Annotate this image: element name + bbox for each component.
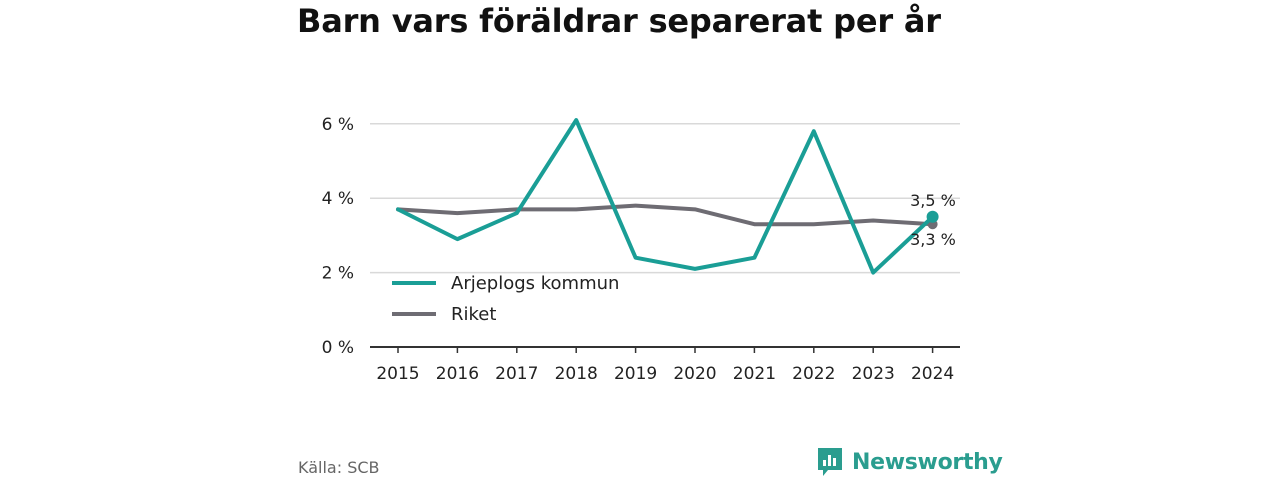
x-tick-label: 2017 (495, 364, 538, 384)
brand-logo: Newsworthy (816, 446, 1003, 478)
series-line (396, 118, 935, 275)
y-tick-label: 6 % (322, 115, 354, 135)
legend: Arjeplogs kommun Riket (392, 273, 619, 325)
grid-lines (370, 123, 960, 274)
legend-label: Riket (451, 304, 496, 325)
legend-label: Arjeplogs kommun (451, 273, 619, 294)
brand-name: Newsworthy (852, 449, 1003, 475)
chart-title: Barn vars föräldrar separerat per år (297, 2, 941, 40)
bar-chart-logo-icon (818, 448, 842, 476)
x-tick-label: 2019 (614, 364, 657, 384)
x-axis: 2015 2016 2017 2018 2019 2020 2021 2022 2023 2024 (370, 346, 960, 384)
x-tick-label: 2024 (911, 364, 954, 384)
x-tick-label: 2023 (852, 364, 895, 384)
line-chart: 0 % 2 % 4 % 6 % 2015 2016 2017 2018 2019 2020 202… (322, 115, 960, 384)
x-tick-label: 2022 (792, 364, 835, 384)
series-lines: 3,5 % 3,3 % (396, 118, 956, 275)
end-label: 3,5 % (910, 191, 956, 210)
series-line (396, 203, 935, 227)
series-end-point (926, 210, 939, 223)
y-tick-label: 0 % (322, 338, 354, 358)
y-tick-label: 4 % (322, 189, 354, 209)
x-tick-label: 2016 (436, 364, 479, 384)
y-axis-ticks: 0 % 2 % 4 % 6 % (322, 115, 354, 358)
end-label: 3,3 % (910, 230, 956, 249)
y-tick-label: 2 % (322, 264, 354, 284)
x-tick-label: 2018 (555, 364, 598, 384)
x-tick-label: 2021 (733, 364, 776, 384)
source-note: Källa: SCB (298, 458, 380, 477)
x-tick-label: 2020 (673, 364, 716, 384)
x-tick-label: 2015 (376, 364, 419, 384)
